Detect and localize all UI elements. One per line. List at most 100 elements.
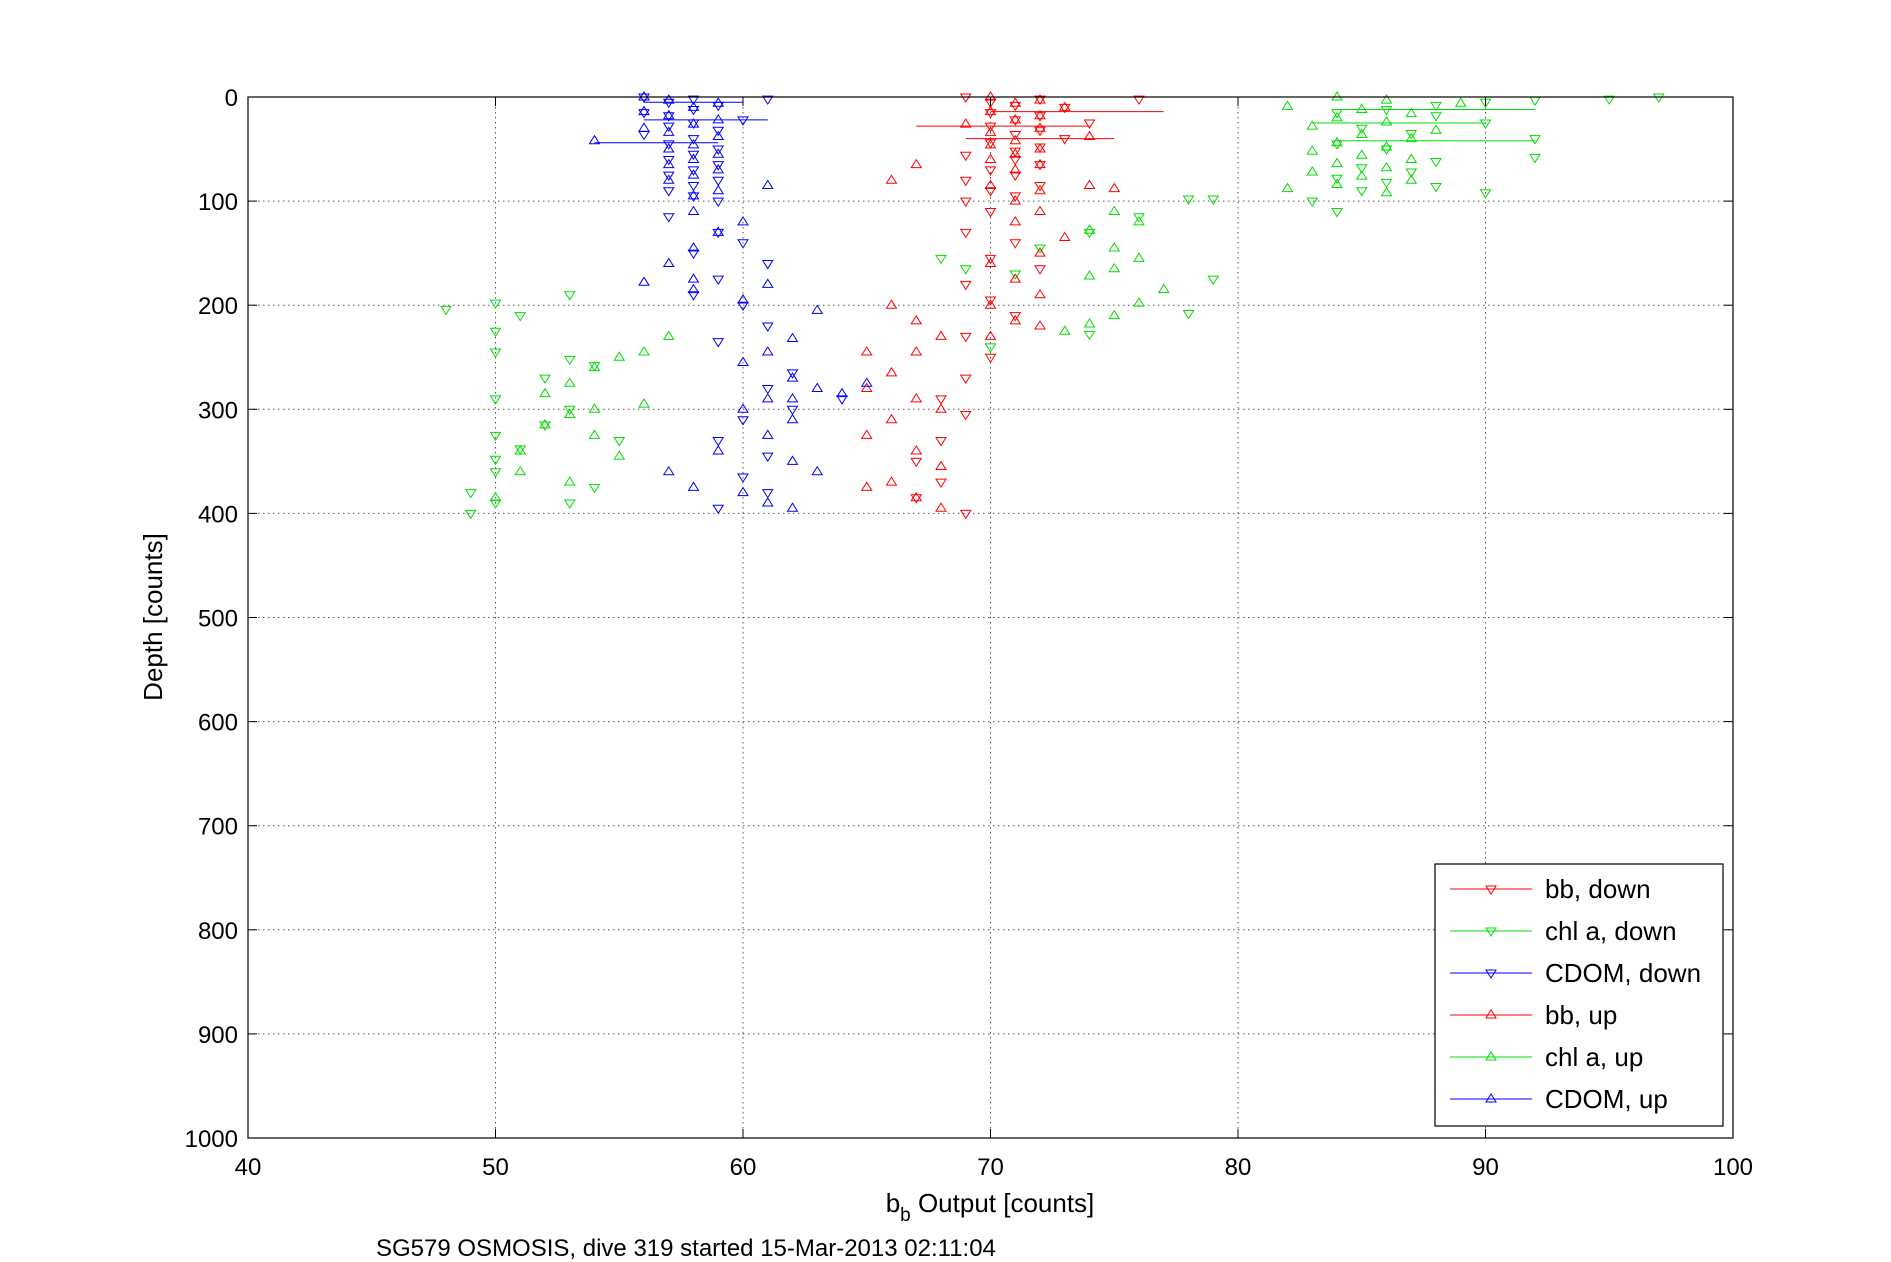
data-point (786, 455, 799, 465)
legend: bb, down chl a, down CDOM, down bb, up chl a… (1434, 863, 1724, 1127)
data-point (935, 478, 947, 489)
data-point (1009, 97, 1022, 107)
x-tick-label: 40 (235, 1154, 262, 1181)
data-point (935, 330, 947, 340)
data-point (737, 116, 749, 126)
data-point (1306, 166, 1319, 176)
data-point (737, 239, 749, 249)
data-point (959, 280, 972, 291)
data-point (1009, 148, 1022, 158)
data-point (464, 489, 477, 499)
data-point (1281, 100, 1294, 110)
axis-ticks: 40 50 60 70 80 90 1000100200300400500600700800… (185, 85, 1753, 1181)
data-point (984, 353, 997, 364)
data-point (638, 109, 650, 119)
data-point (984, 126, 997, 136)
data-point (712, 148, 725, 158)
data-point (687, 166, 700, 176)
data-point (1380, 161, 1393, 172)
data-point (1529, 153, 1541, 164)
data-point (1034, 288, 1046, 299)
data-point (440, 305, 452, 316)
data-point (687, 150, 700, 161)
data-point (984, 257, 997, 268)
data-point (1034, 244, 1046, 254)
data-point (860, 481, 873, 491)
data-point (489, 431, 502, 442)
data-point (1405, 129, 1418, 140)
data-point (712, 97, 725, 107)
data-point (662, 465, 675, 476)
data-point (1034, 122, 1046, 132)
data-point (1380, 178, 1393, 189)
legend-entry: CDOM, down (1545, 958, 1701, 988)
data-point (1108, 309, 1121, 320)
data-point (761, 179, 774, 189)
data-point (1009, 134, 1022, 145)
data-point (860, 377, 873, 387)
data-point (638, 276, 650, 286)
data-point (910, 444, 923, 455)
data-point (539, 418, 551, 429)
data-point (712, 197, 725, 208)
legend-marker (1485, 885, 1497, 895)
data-point (761, 322, 774, 332)
data-point (1034, 205, 1046, 216)
data-point (1355, 149, 1368, 159)
data-point (910, 392, 923, 403)
data-point (613, 351, 626, 361)
data-point (1009, 113, 1022, 124)
data-point (1652, 93, 1665, 103)
x-axis-label: bb Output [counts] (886, 1188, 1095, 1226)
data-point (489, 299, 502, 310)
data-point (1281, 182, 1294, 193)
data-point (959, 265, 972, 275)
data-point (1009, 147, 1022, 158)
data-point (860, 429, 873, 439)
data-point (1380, 94, 1393, 104)
series-chl-a-up (489, 91, 1467, 502)
data-point (1331, 111, 1343, 122)
data-point (1009, 195, 1022, 205)
data-point (1331, 140, 1343, 150)
data-point (1034, 95, 1046, 106)
series-bb-up (860, 91, 1121, 512)
x-tick-label: 100 (1713, 1154, 1753, 1181)
data-point (1207, 195, 1220, 205)
data-point (1355, 103, 1368, 113)
data-point (1083, 317, 1096, 328)
data-point (786, 372, 799, 382)
data-point (712, 226, 725, 236)
data-point (1430, 101, 1442, 112)
data-point (910, 494, 923, 504)
x-axis-label-main: b (886, 1188, 900, 1218)
y-tick-label: 900 (198, 1022, 238, 1049)
y-tick-label: 200 (198, 293, 238, 320)
data-point (588, 429, 601, 439)
data-point (489, 348, 502, 358)
data-point (1034, 320, 1046, 330)
x-tick-label: 60 (730, 1154, 757, 1181)
data-point (1380, 116, 1393, 126)
data-point (1479, 189, 1492, 199)
data-point (662, 187, 675, 197)
data-point (1009, 270, 1022, 280)
data-point (959, 118, 972, 128)
legend-marker (1485, 969, 1497, 979)
data-point (1405, 107, 1418, 118)
data-point (1306, 197, 1319, 208)
data-point (761, 452, 774, 463)
data-point (613, 450, 626, 460)
series-cdom-up (588, 91, 873, 512)
data-point (1009, 215, 1022, 226)
data-point (1405, 132, 1418, 143)
data-point (712, 444, 725, 455)
data-point (984, 299, 997, 309)
data-point (1380, 186, 1393, 197)
data-point (1207, 275, 1220, 286)
data-point (712, 161, 725, 171)
data-point (1034, 184, 1046, 195)
y-tick-label: 1000 (185, 1126, 238, 1153)
data-point (1083, 119, 1096, 129)
